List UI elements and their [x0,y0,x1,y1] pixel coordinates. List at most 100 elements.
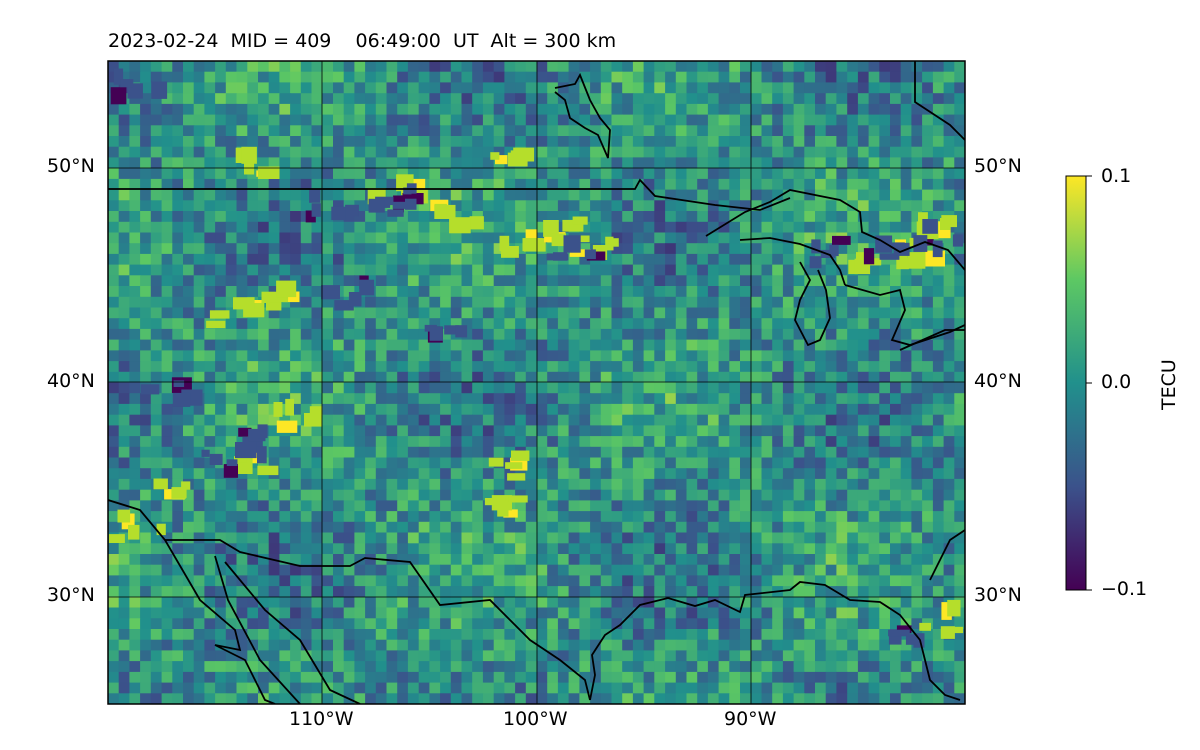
tec-cell [150,61,163,73]
tec-cell [472,253,484,266]
tec-cell [440,328,452,341]
tec-cell [418,682,430,694]
tec-cell [429,189,441,201]
tec-cell [954,93,965,105]
tec-cell [632,168,645,180]
tec-cell [890,264,902,276]
tec-cell [504,629,516,641]
tec-cell [279,296,291,309]
gulf-coast [589,581,961,701]
tec-cell [954,211,965,223]
tec-cell [183,521,195,534]
tec-cell [108,382,120,394]
tec-cell [504,71,516,83]
tec-cell [772,264,784,276]
tec-cell [440,168,452,180]
tec-cell [322,296,334,309]
tec-cell [686,286,698,298]
tec-cell [675,253,688,266]
tec-cell [150,339,163,351]
tec-cell [279,371,291,384]
tec-cell [397,543,409,555]
tec-cell [322,232,334,244]
tec-cell [140,575,152,587]
tec-cell [504,178,516,191]
tec-cell [890,478,902,491]
tec-cell [836,661,848,673]
tec-cell [183,511,195,523]
tec-cell [365,157,377,169]
tec-cell [654,189,666,201]
tec-cell [675,382,688,394]
tec-cell [236,103,248,116]
tec-cell [215,596,227,609]
tec-cell [600,618,613,630]
tec-cell [536,168,548,180]
tec-cell [236,629,248,641]
tec-cell [654,607,666,619]
tec-cell [129,564,141,576]
tec-cell [804,661,816,673]
tec-cell [675,221,688,234]
tec-cell [365,178,377,191]
tec-cell [879,146,891,158]
tec-cell [322,639,334,651]
tec-cell [750,521,763,534]
tec-cell [108,350,120,362]
tec-cell [557,71,570,83]
tec-cell [108,586,120,598]
tec-cell [536,371,548,384]
tec-cell [236,350,248,362]
tec-cell [258,328,270,341]
tec-cell [429,318,441,330]
tec-cell [825,189,837,201]
tec-cell [932,511,945,523]
tec-cell [343,629,355,641]
tec-cell [868,532,880,544]
tec-cell [343,671,355,684]
tec-cell [183,564,195,576]
tec-cell [890,586,902,598]
tec-cell [868,371,880,384]
tec-cell [579,178,591,191]
tec-cell [365,168,377,180]
tec-cell [761,693,773,704]
tec-cell [172,650,184,662]
tec-cell [804,532,816,544]
tec-cell [365,393,377,405]
tec-cell [311,328,323,341]
tec-cell [654,393,666,405]
tec-cell [108,211,120,223]
tec-cell [868,114,880,126]
tec-cell [258,146,270,158]
tec-cell [825,500,837,512]
tec-cell [183,650,195,662]
tec-cell [782,446,795,459]
tec-cell [632,478,645,491]
tec-cell [954,521,965,534]
negative-tec-patch [405,198,417,210]
tec-cell [504,607,516,619]
tec-cell [932,350,945,362]
tec-cell [161,532,173,544]
tec-cell [868,414,880,426]
tec-cell [761,661,773,673]
tec-cell [729,264,741,276]
tec-cell [879,521,891,534]
tec-cell [740,414,752,426]
tec-cell [172,71,184,83]
tec-cell [825,468,837,480]
tec-cell [943,436,955,448]
tec-cell [729,521,741,534]
tec-cell [707,264,720,276]
positive-tec-patch [940,626,955,639]
tec-cell [343,264,355,276]
tec-cell [258,82,270,94]
tec-cell [450,146,463,158]
tec-cell [879,264,891,276]
tec-cell [836,468,848,480]
tec-cell [665,232,677,244]
tec-cell [493,339,505,351]
tec-cell [525,286,538,298]
tec-cell [772,436,784,448]
